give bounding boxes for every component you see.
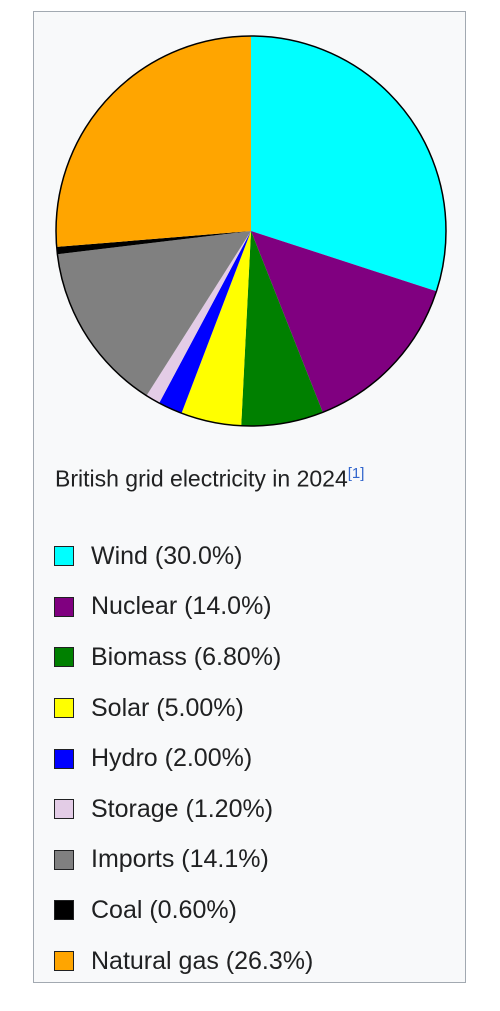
pie-slice-coal [56,231,252,255]
legend-swatch-wind [54,546,74,567]
citation-link[interactable]: [1] [347,465,365,482]
pie-slice-natural-gas [55,36,251,247]
legend-item-wind: Wind (30.0%) [54,531,313,582]
legend-swatch-imports [54,849,74,870]
pie-outline [55,35,447,427]
pie-slice-imports [57,231,251,396]
pie-slice-hydro [159,231,251,414]
legend-label-nuclear: Nuclear (14.0%) [91,592,272,621]
legend-label-solar: Solar (5.00%) [91,693,244,722]
legend-label-biomass: Biomass (6.80%) [91,642,282,671]
pie-slice-solar [181,231,251,426]
legend-label-imports: Imports (14.1%) [91,845,269,874]
chart-caption: British grid electricity in 2024[1] [55,462,364,493]
legend-swatch-coal [54,900,74,921]
pie-slice-storage [146,231,251,404]
pie-chart [55,35,447,427]
legend-swatch-natural-gas [54,951,74,972]
legend-item-nuclear: Nuclear (14.0%) [54,582,313,633]
pie-slice-wind [251,36,447,292]
legend-item-storage: Storage (1.20%) [54,784,313,835]
legend-swatch-biomass [54,647,74,668]
legend-label-natural-gas: Natural gas (26.3%) [91,946,314,975]
legend-item-coal: Coal (0.60%) [54,885,313,936]
chart-box: British grid electricity in 2024[1] Wind… [33,11,466,983]
legend-label-wind: Wind (30.0%) [91,541,243,570]
legend-item-imports: Imports (14.1%) [54,835,313,886]
legend-item-natural-gas: Natural gas (26.3%) [54,936,313,987]
citation: [1] [348,462,365,483]
legend-swatch-solar [54,698,74,719]
pie-slice-biomass [241,231,323,426]
legend-label-coal: Coal (0.60%) [91,895,237,924]
legend-item-solar: Solar (5.00%) [54,683,313,734]
legend-item-hydro: Hydro (2.00%) [54,733,313,784]
caption-text: British grid electricity in 2024 [55,465,348,492]
legend-item-biomass: Biomass (6.80%) [54,632,313,683]
legend-label-storage: Storage (1.20%) [91,794,274,823]
legend: Wind (30.0%) Nuclear (14.0%) Biomass (6.80… [54,531,313,986]
legend-label-hydro: Hydro (2.00%) [91,744,253,773]
legend-swatch-nuclear [54,596,74,617]
legend-swatch-storage [54,799,74,820]
legend-swatch-hydro [54,748,74,769]
